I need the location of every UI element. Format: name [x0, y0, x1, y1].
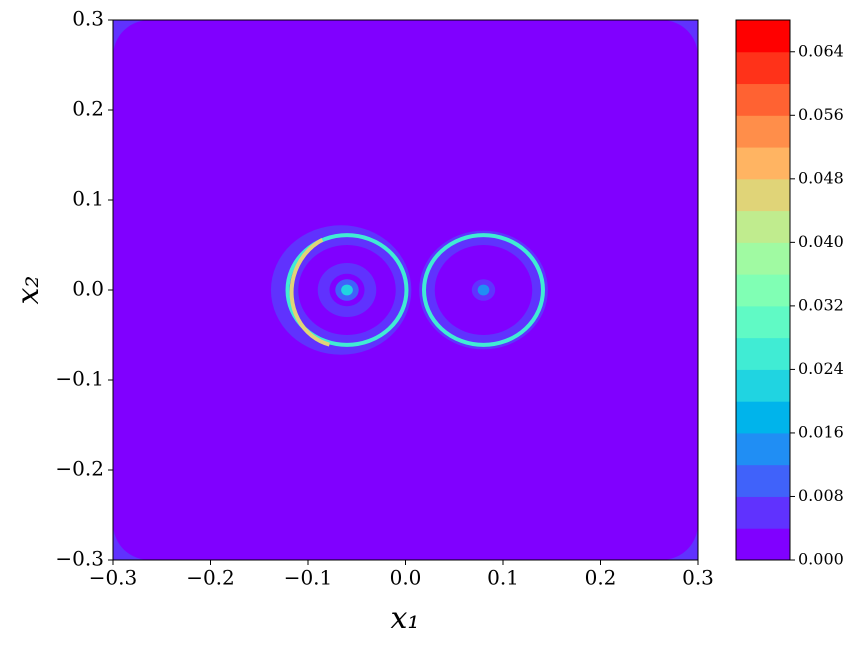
colorbar-band [736, 242, 790, 275]
y-tick-label: −0.1 [55, 367, 104, 391]
colorbar-band [736, 20, 790, 53]
colorbar-tick-label: 0.032 [798, 295, 844, 314]
y-tick-label: 0.2 [72, 97, 104, 121]
x-tick-label: 0.1 [487, 566, 519, 590]
x-tick-label: −0.1 [284, 566, 333, 590]
y-tick-label: 0.0 [72, 277, 104, 301]
colorbar-band [736, 210, 790, 243]
x-tick-label: 0.3 [682, 566, 714, 590]
y-tick-label: −0.3 [55, 547, 104, 571]
contour-ring [289, 231, 399, 349]
colorbar-tick-label: 0.048 [798, 168, 844, 187]
colorbar-tick-label: 0.024 [798, 359, 844, 378]
edge-inner [113, 20, 698, 560]
colorbar-frame [735, 19, 791, 561]
colorbar-band [736, 496, 790, 529]
colorbar-band [736, 369, 790, 402]
colorbar-tick-label: 0.000 [798, 550, 844, 569]
x-tick-label: 0.0 [390, 566, 422, 590]
contour-ring [422, 233, 545, 347]
y-axis-label: x₂ [11, 276, 46, 305]
colorbar-band [736, 83, 790, 116]
contour-ring [285, 233, 409, 347]
colorbar-band [736, 178, 790, 212]
colorbar-band [736, 115, 790, 148]
colorbar-band [736, 51, 790, 85]
colorbar-tick-label: 0.016 [798, 422, 844, 441]
colorbar-band [736, 401, 790, 434]
colorbar-tick-label: 0.056 [798, 105, 844, 124]
colorbar-tick-label: 0.040 [798, 232, 844, 251]
field [113, 20, 698, 560]
colorbar-band [736, 528, 790, 561]
colorbar-band [736, 147, 790, 180]
colorbar-tick-label: 0.064 [798, 41, 844, 60]
x-axis-label: x₁ [391, 601, 420, 636]
colorbar-band [736, 464, 790, 497]
y-tick-label: 0.1 [72, 187, 104, 211]
x-tick-label: 0.2 [585, 566, 617, 590]
contour-disc [341, 284, 353, 296]
x-tick-label: −0.3 [89, 566, 138, 590]
y-tick-label: −0.2 [55, 457, 104, 481]
colorbar-tick-label: 0.008 [798, 486, 844, 505]
colorbar-band [736, 337, 790, 370]
colorbar-band [736, 432, 790, 466]
y-tick-label: 0.3 [72, 7, 104, 31]
colorbar-band [736, 305, 790, 339]
colorbar-band [736, 274, 790, 307]
contour-disc [477, 284, 490, 296]
x-tick-label: −0.2 [186, 566, 235, 590]
